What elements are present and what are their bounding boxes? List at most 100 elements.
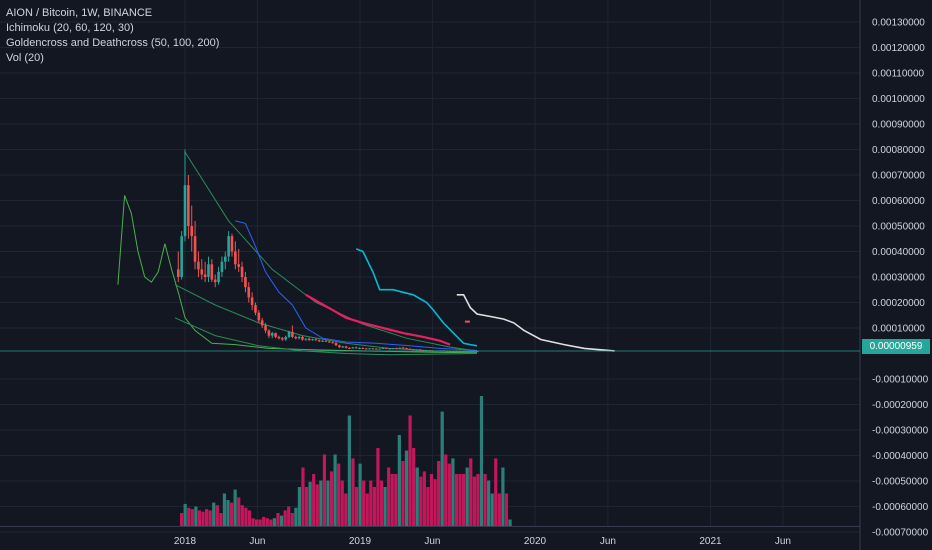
volume-bar (258, 519, 262, 526)
candle-body (176, 269, 180, 277)
volume-bar (180, 513, 184, 526)
x-tick-label: 2020 (524, 536, 547, 547)
candle-body (334, 342, 338, 346)
legend-symbol[interactable]: AION / Bitcoin, 1W, BINANCE (6, 7, 153, 19)
y-tick-label: 0.00110000 (872, 69, 925, 80)
volume-bar (487, 480, 491, 526)
volume-bar (262, 516, 266, 526)
candle-body (197, 261, 200, 270)
volume-bar (347, 415, 351, 526)
volume-bar (304, 487, 309, 526)
volume-bar (451, 458, 455, 526)
volume-bar (426, 487, 430, 526)
candle-body (237, 264, 240, 267)
candle-body (281, 338, 284, 340)
candle-body (405, 348, 408, 350)
signal-marker (464, 320, 470, 323)
volume-bar (462, 474, 466, 526)
y-tick-label: 0.00060000 (872, 196, 925, 207)
volume-bar (444, 454, 448, 526)
volume-bar (422, 471, 426, 526)
volume-bar (433, 479, 437, 526)
y-tick-label: 0.00120000 (872, 43, 925, 54)
candle-body (210, 264, 214, 280)
volume-bar (404, 450, 409, 526)
candle-body (190, 226, 194, 237)
candle-body (462, 351, 465, 353)
y-tick-label: 0.00020000 (872, 298, 925, 309)
candle-body (371, 348, 375, 350)
x-tick-label: Jun (600, 536, 616, 547)
volume-bar (201, 511, 205, 526)
volume-bar (337, 463, 341, 526)
volume-bar (287, 506, 291, 526)
volume-bar (315, 484, 319, 526)
legend-volume[interactable]: Vol (20) (6, 52, 44, 64)
candle-body (193, 236, 197, 262)
candle-body (391, 348, 395, 350)
candle-body (180, 236, 183, 277)
x-tick-label: Jun (424, 536, 440, 547)
y-tick-label: 0.00030000 (872, 273, 925, 284)
candle-body (364, 348, 368, 350)
candle-body (291, 331, 294, 337)
volume-bar (276, 513, 280, 526)
volume-bar (219, 513, 223, 526)
volume-bar (265, 518, 269, 526)
chart-legend: AION / Bitcoin, 1W, BINANCE Ichimoku (20… (6, 6, 219, 66)
volume-bar (372, 487, 376, 526)
volume-bar (294, 507, 298, 526)
ichimoku-span-line (117, 195, 478, 354)
candle-body (465, 351, 469, 353)
volume-bar (226, 500, 230, 526)
candle-body (358, 347, 361, 349)
y-tick-label: 0.00010000 (872, 324, 925, 335)
volume-bar (183, 503, 187, 526)
candle-body (418, 349, 422, 351)
volume-bar (390, 474, 394, 526)
volume-bar (301, 467, 305, 526)
candle-body (411, 349, 415, 351)
candle-body (344, 346, 348, 348)
ma100-line (305, 293, 451, 346)
volume-bar (401, 461, 405, 526)
volume-bar (194, 506, 198, 526)
volume-bar (212, 502, 216, 526)
legend-ichimoku[interactable]: Ichimoku (20, 60, 120, 30) (6, 22, 134, 34)
volume-bar (447, 463, 451, 526)
volume-bar (476, 474, 480, 526)
ma200-line (456, 294, 615, 352)
volume-bar (454, 474, 459, 526)
channel-lower-line (174, 317, 478, 356)
x-tick-label: 2019 (349, 536, 372, 547)
candle-body (348, 347, 351, 349)
volume-bar (344, 493, 348, 526)
candle-body (375, 348, 378, 350)
volume-bar (204, 509, 209, 526)
candle-body (304, 338, 308, 340)
candle-body (368, 348, 371, 350)
volume-bar (504, 493, 509, 526)
candle-body (307, 338, 311, 341)
candle-body (385, 347, 388, 349)
volume-bar (383, 487, 387, 526)
candle-body (274, 333, 277, 337)
volume-bar (326, 480, 330, 526)
y-tick-label: 0.00070000 (872, 171, 925, 182)
volume-bar (415, 467, 419, 526)
y-tick-label: 0.00080000 (872, 145, 925, 156)
volume-bar (394, 474, 398, 526)
candle-body (227, 236, 230, 257)
candle-body (183, 185, 187, 237)
volume-bar (465, 467, 469, 526)
candle-body (301, 336, 304, 340)
legend-goldencross[interactable]: Goldencross and Deathcross (50, 100, 200… (6, 37, 220, 49)
candle-body (452, 351, 455, 353)
y-tick-label: 0.00050000 (872, 222, 925, 233)
volume-bar (354, 487, 359, 526)
candle-body (398, 347, 402, 349)
candle-body (415, 349, 418, 351)
x-tick-label: 2021 (699, 536, 722, 547)
y-tick-label: -0.00060000 (872, 502, 929, 513)
